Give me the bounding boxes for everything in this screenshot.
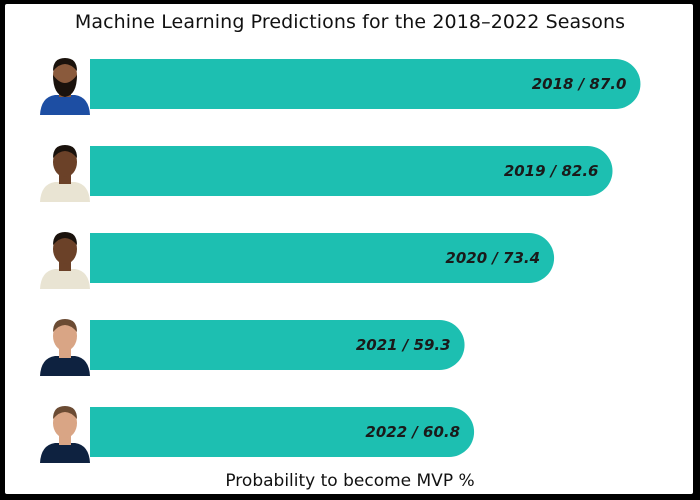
- player-bucks-icon: [40, 227, 90, 289]
- player-nuggets-icon: [40, 401, 90, 463]
- bar-2018: [88, 59, 641, 109]
- bar-label-2018: 2018 / 87.0: [532, 75, 627, 93]
- player-bucks-icon: [40, 140, 90, 202]
- bar-2021: [88, 320, 465, 370]
- bar-label-2019: 2019 / 82.6: [504, 162, 599, 180]
- bar-label-2020: 2020 / 73.4: [445, 249, 540, 267]
- x-axis-label: Probability to become MVP %: [225, 471, 475, 491]
- player-76ers-icon: [40, 53, 90, 115]
- bar-2022: [88, 406, 475, 457]
- chart-title: Machine Learning Predictions for the 201…: [74, 11, 626, 33]
- bar-2019: [88, 146, 613, 196]
- bar-2020: [88, 233, 555, 283]
- bar-label-2021: 2021 / 59.3: [356, 336, 451, 354]
- player-nuggets-icon: [40, 314, 90, 376]
- bar-label-2022: 2022 / 60.8: [365, 423, 460, 441]
